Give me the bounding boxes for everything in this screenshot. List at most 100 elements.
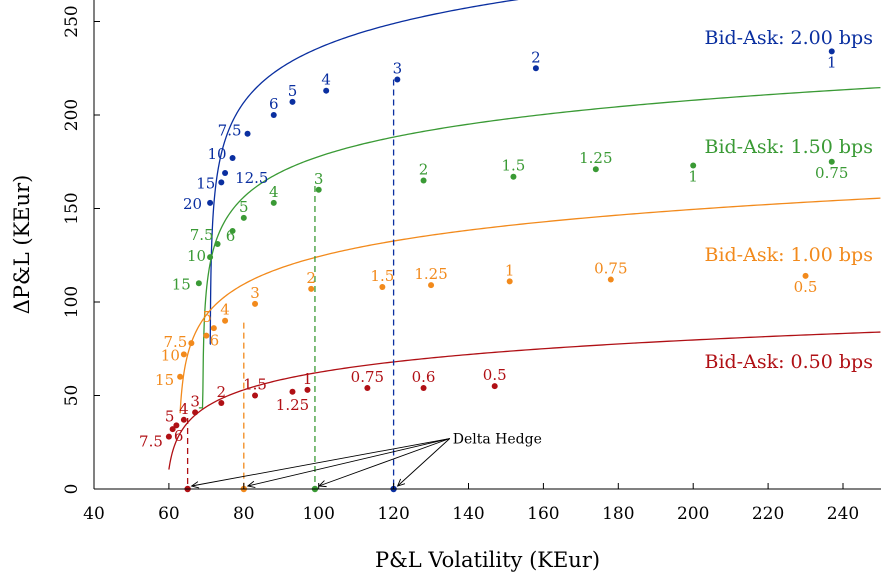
annotation-arrow <box>318 438 450 487</box>
x-tick-label: 220 <box>752 504 784 524</box>
data-point <box>304 386 311 393</box>
delta-hedge-label: Delta Hedge <box>453 432 542 448</box>
data-point <box>165 433 172 440</box>
point-label: 4 <box>220 301 230 319</box>
x-tick-label: 160 <box>527 504 559 524</box>
point-label: 12.5 <box>235 169 268 187</box>
x-tick-label: 100 <box>302 504 334 524</box>
data-point <box>289 98 296 105</box>
point-label: 1.25 <box>276 396 309 414</box>
data-point <box>195 280 202 287</box>
data-point <box>207 199 214 206</box>
point-label: 1 <box>505 261 515 279</box>
point-label: 4 <box>321 71 331 89</box>
annotation: Delta Hedge <box>190 432 542 489</box>
point-label: 2 <box>306 269 316 287</box>
data-point <box>192 409 199 416</box>
point-label: 10 <box>161 346 180 364</box>
x-tick-label: 180 <box>602 504 634 524</box>
point-label: 1.25 <box>414 265 447 283</box>
point-label: 20 <box>183 195 202 213</box>
data-point <box>203 332 210 339</box>
x-tick-label: 200 <box>677 504 709 524</box>
point-label: 6 <box>226 227 236 245</box>
data-point <box>315 186 322 193</box>
point-label: 3 <box>314 170 324 188</box>
point-label: 2 <box>419 160 429 178</box>
annotation-arrowhead <box>317 480 327 488</box>
point-label: 6 <box>174 427 184 445</box>
series-label: Bid-Ask: 0.50 bps <box>704 351 872 373</box>
data-point <box>177 373 184 380</box>
data-point <box>379 284 386 291</box>
series-label: Bid-Ask: 1.50 bps <box>704 136 872 158</box>
point-label: 2 <box>217 383 227 401</box>
data-point <box>364 385 371 392</box>
data-point <box>428 282 435 289</box>
data-point <box>180 416 187 423</box>
fit-curve <box>179 197 881 414</box>
x-tick-label: 40 <box>83 504 105 524</box>
annotation-arrow <box>191 438 450 487</box>
point-label: 1.25 <box>579 149 612 167</box>
fit-curves <box>168 0 881 470</box>
annotation-arrowhead <box>246 480 256 488</box>
x-tick-label: 80 <box>233 504 255 524</box>
point-label: 1.5 <box>502 157 526 175</box>
point-label: 0.5 <box>483 366 507 384</box>
data-point <box>323 87 330 94</box>
series-label: Bid-Ask: 1.00 bps <box>704 244 872 266</box>
point-label: 6 <box>210 332 220 350</box>
point-label: 3 <box>250 284 260 302</box>
data-point <box>222 169 229 176</box>
data-point <box>214 241 221 248</box>
point-label: 0.6 <box>412 368 436 386</box>
point-label: 0.5 <box>794 278 818 296</box>
data-point <box>270 112 277 118</box>
axes: 40 60 80 100 120 140 160 180 200 220 2400501001502… <box>62 0 881 524</box>
point-label: 0.75 <box>815 164 848 182</box>
data-point <box>828 48 835 55</box>
data-point <box>188 340 195 347</box>
point-label: 10 <box>187 247 206 265</box>
x-tick-label: 240 <box>827 504 859 524</box>
y-axis-title: ΔP&L (KEur) <box>10 175 34 315</box>
fit-curve <box>209 0 519 345</box>
annotation-arrow <box>397 438 451 487</box>
point-label: 1 <box>303 370 313 388</box>
y-tick-label: 100 <box>62 286 82 318</box>
data-point <box>532 65 539 72</box>
data-point <box>210 325 217 332</box>
data-point <box>207 254 214 261</box>
data-point <box>802 272 809 279</box>
data-point <box>289 388 296 395</box>
y-tick-label: 250 <box>62 5 82 37</box>
data-point <box>229 227 236 234</box>
data-point <box>244 130 251 137</box>
x-tick-label: 60 <box>158 504 180 524</box>
data-point <box>180 351 187 358</box>
data-point <box>229 155 236 162</box>
data-point <box>308 285 315 292</box>
point-label: 4 <box>269 183 279 201</box>
data-point <box>828 158 835 165</box>
data-point <box>270 199 277 206</box>
y-tick-label: 200 <box>62 99 82 131</box>
data-point <box>420 177 427 184</box>
annotation-arrowhead <box>190 481 200 489</box>
y-tick-label: 50 <box>62 385 82 407</box>
point-label: 7.5 <box>139 433 163 451</box>
point-label: 1 <box>688 167 698 185</box>
x-axis-title: P&L Volatility (KEur) <box>375 548 600 572</box>
annotation-arrowhead <box>396 478 406 487</box>
point-label: 5 <box>165 407 175 425</box>
point-label: 4 <box>179 400 189 418</box>
point-label: 1.5 <box>370 267 394 285</box>
delta-hedge-guides <box>184 79 397 493</box>
data-point <box>420 385 427 392</box>
data-point <box>222 317 229 324</box>
data-point <box>491 383 498 390</box>
fit-curve <box>168 331 881 470</box>
